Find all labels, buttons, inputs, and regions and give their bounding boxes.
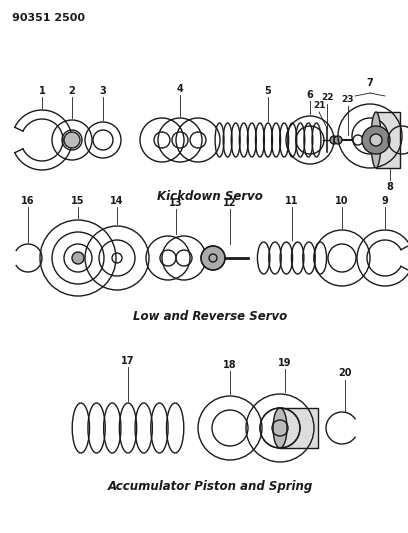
Text: 14: 14 — [110, 196, 124, 206]
Text: 4: 4 — [177, 84, 183, 94]
Circle shape — [64, 132, 80, 148]
Circle shape — [72, 252, 84, 264]
Text: 90351 2500: 90351 2500 — [12, 13, 85, 23]
Text: 20: 20 — [338, 368, 352, 378]
Circle shape — [330, 136, 338, 144]
Bar — [376, 112, 400, 168]
Bar — [280, 408, 318, 448]
Text: 8: 8 — [386, 182, 393, 192]
Text: 2: 2 — [69, 86, 75, 96]
Text: 3: 3 — [100, 86, 106, 96]
Circle shape — [362, 126, 390, 154]
Ellipse shape — [273, 408, 287, 448]
Text: 18: 18 — [223, 360, 237, 370]
Text: 19: 19 — [278, 358, 292, 368]
Text: 5: 5 — [265, 86, 271, 96]
Circle shape — [201, 246, 225, 270]
Circle shape — [370, 134, 382, 146]
Circle shape — [334, 136, 342, 144]
Text: 16: 16 — [21, 196, 35, 206]
Text: 17: 17 — [121, 356, 135, 366]
Text: 9: 9 — [381, 196, 388, 206]
Text: 23: 23 — [342, 95, 354, 104]
Text: 7: 7 — [367, 78, 373, 88]
Text: Low and Reverse Servo: Low and Reverse Servo — [133, 310, 287, 323]
Text: Kickdown Servo: Kickdown Servo — [157, 190, 263, 203]
Text: Accumulator Piston and Spring: Accumulator Piston and Spring — [107, 480, 313, 493]
Text: 11: 11 — [285, 196, 299, 206]
Text: 6: 6 — [307, 90, 313, 100]
Ellipse shape — [371, 112, 381, 168]
Text: 22: 22 — [321, 93, 333, 102]
Circle shape — [353, 135, 363, 145]
Text: 21: 21 — [313, 101, 325, 110]
Text: 13: 13 — [169, 198, 183, 208]
Text: 15: 15 — [71, 196, 85, 206]
Text: 12: 12 — [223, 198, 237, 208]
Text: 1: 1 — [39, 86, 45, 96]
Text: 10: 10 — [335, 196, 349, 206]
